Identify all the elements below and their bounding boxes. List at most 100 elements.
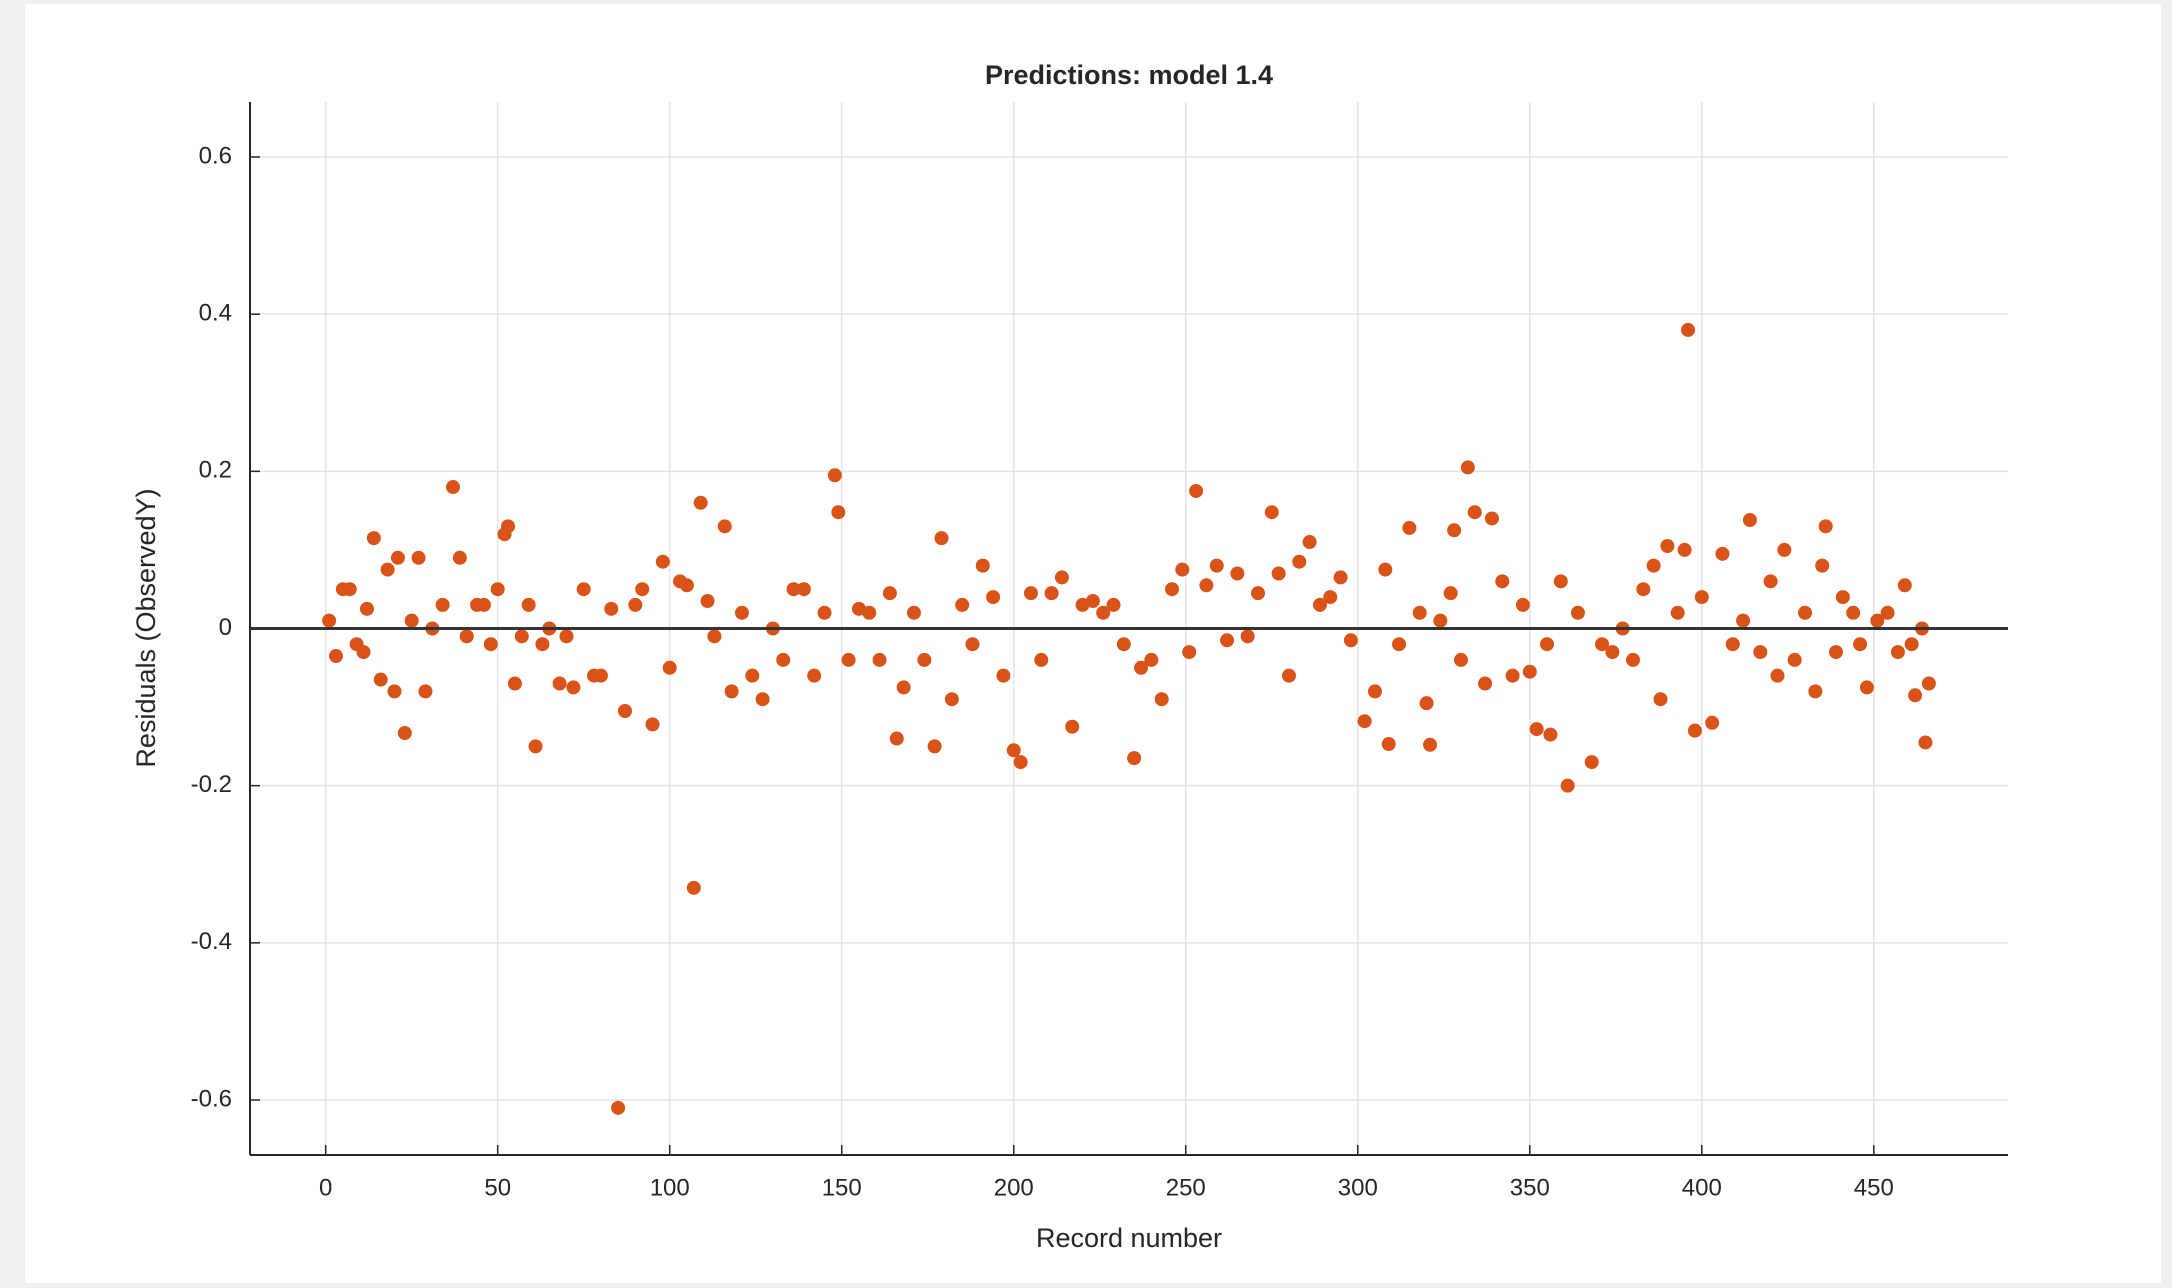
point [628,597,643,612]
point [559,629,574,644]
point [373,672,388,687]
point [1890,645,1905,660]
point [359,601,374,616]
point [1323,590,1338,605]
point [1529,722,1544,737]
point [1006,743,1021,758]
point [1023,586,1038,601]
point [1134,660,1149,675]
point [745,668,760,683]
point [655,554,670,569]
point [1392,637,1407,652]
point [1505,668,1520,683]
point [827,468,842,483]
point [1859,680,1874,695]
point [693,495,708,510]
point [1154,692,1169,707]
point [975,558,990,573]
point [1725,637,1740,652]
point [1677,542,1692,557]
point [1553,574,1568,589]
point [1144,652,1159,667]
point [514,629,529,644]
point [1543,727,1558,742]
point [435,597,450,612]
point [1484,511,1499,526]
point [707,629,722,644]
point [611,1100,626,1115]
point [1127,751,1142,766]
point [1251,586,1266,601]
point [604,601,619,616]
point [1302,535,1317,550]
point [1495,574,1510,589]
point [617,704,632,719]
point [882,586,897,601]
point [1412,605,1427,620]
x-tick-label: 350 [1510,1174,1550,1201]
point [1880,605,1895,620]
point [593,668,608,683]
figure-panel [25,4,2161,1283]
point [1333,570,1348,585]
point [1636,582,1651,597]
point [817,605,832,620]
point [566,680,581,695]
point [418,684,433,699]
point [955,597,970,612]
x-tick-label: 400 [1682,1174,1722,1201]
point [635,582,650,597]
point [1921,676,1936,691]
point [1605,645,1620,660]
point [1660,538,1675,553]
point [1478,676,1493,691]
point [786,582,801,597]
point [776,652,791,667]
x-tick-label: 450 [1854,1174,1894,1201]
point [1777,542,1792,557]
point [796,582,811,597]
y-tick-label: -0.6 [191,1085,232,1112]
point [1560,778,1575,793]
point [1467,505,1482,520]
point [1423,737,1438,752]
point [1908,688,1923,703]
point [1570,605,1585,620]
point [1736,613,1751,628]
point [445,480,460,495]
point [459,629,474,644]
y-tick-label: 0.4 [199,300,232,327]
point [1753,645,1768,660]
point [1199,578,1214,593]
point [1220,633,1235,648]
point [717,519,732,534]
point [535,637,550,652]
x-tick-label: 300 [1338,1174,1378,1201]
point [576,582,591,597]
point [507,676,522,691]
point [1381,737,1396,752]
point [917,652,932,667]
point [1065,719,1080,734]
point [1846,605,1861,620]
point [476,597,491,612]
point [734,605,749,620]
point [1522,664,1537,679]
y-tick-label: -0.4 [191,928,232,955]
point [1453,652,1468,667]
point [1815,558,1830,573]
point [1175,562,1190,577]
point [662,660,677,675]
point [490,582,505,597]
y-axis-label: Residuals (ObservedY) [131,488,161,767]
point [906,605,921,620]
point [1433,613,1448,628]
point [1460,460,1475,475]
point [329,649,344,664]
point [1189,483,1204,498]
point [841,652,856,667]
point [1378,562,1393,577]
point [944,692,959,707]
point [1085,593,1100,608]
point [889,731,904,746]
